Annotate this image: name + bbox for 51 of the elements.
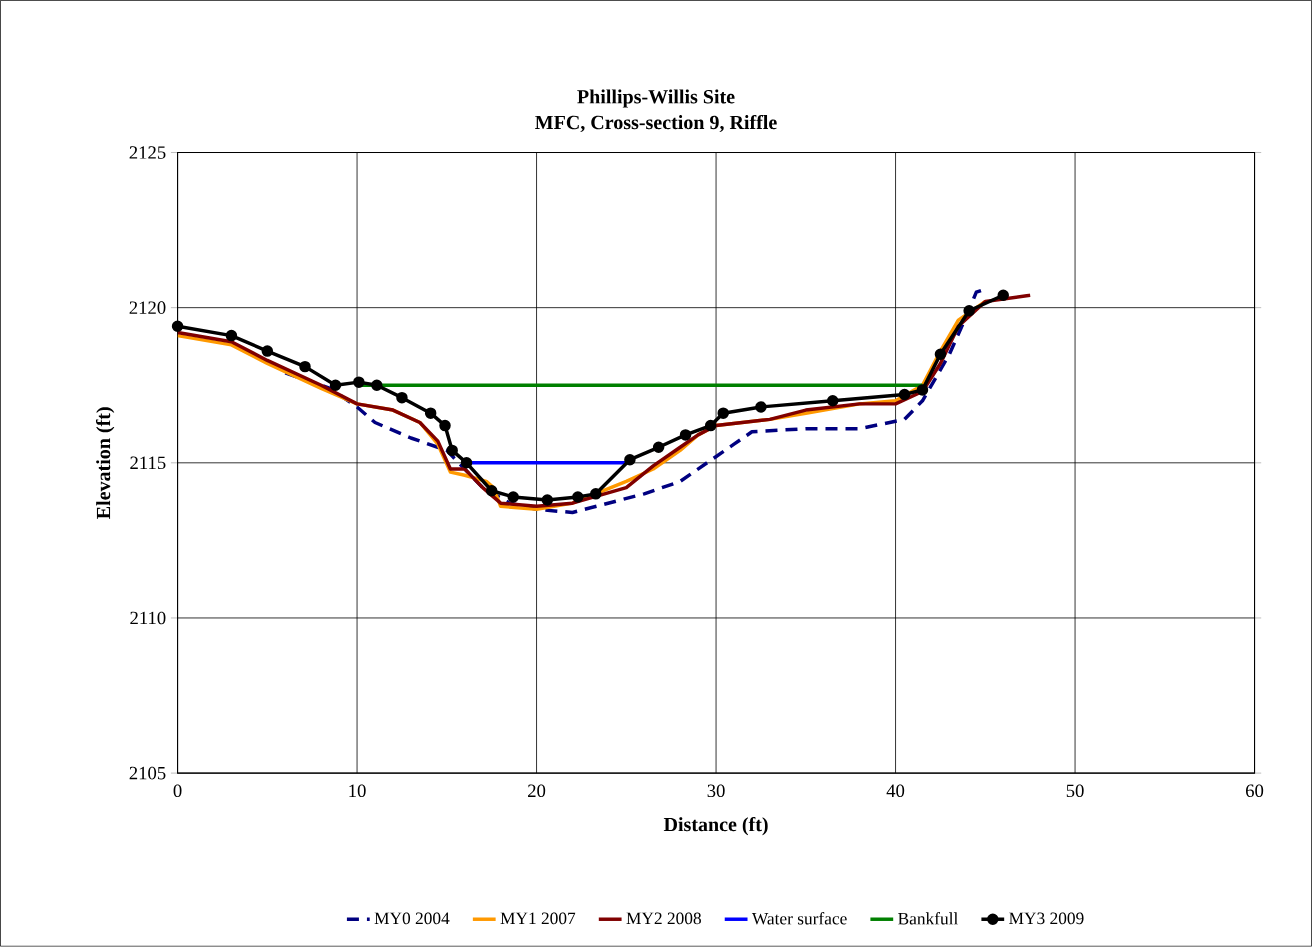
point: [171, 320, 184, 333]
chart-subtitle: MFC, Cross-section 9, Riffle: [535, 115, 777, 133]
y-tick-label: 2105: [129, 766, 166, 780]
point: [396, 392, 408, 404]
point: [826, 395, 839, 407]
x-tick-label: 20: [528, 784, 546, 798]
y-axis-title: Elevation (ft): [95, 407, 115, 520]
point: [934, 348, 947, 361]
point: [679, 429, 692, 441]
y-tick-label: 2120: [129, 301, 166, 315]
x-tick-label: 50: [1066, 784, 1084, 798]
point: [507, 491, 519, 503]
y-tick-label: 2110: [130, 611, 166, 625]
point: [439, 420, 451, 432]
point: [997, 289, 1009, 302]
y-tick-label: 2125: [129, 146, 166, 159]
point: [353, 376, 365, 389]
point: [261, 345, 274, 358]
legend-label: Water surface: [751, 912, 847, 925]
y-tick-label: 2115: [130, 456, 166, 470]
chart-title: Phillips-Willis Site: [577, 89, 735, 108]
point: [652, 441, 665, 454]
point: [329, 379, 342, 392]
legend-label: MY1 2007: [500, 912, 576, 925]
x-axis-title: Distance (ft): [663, 817, 768, 836]
legend-label: MY2 2008: [626, 912, 701, 925]
point: [717, 407, 729, 420]
x-tick-label: 40: [886, 784, 905, 798]
point: [371, 379, 383, 392]
point: [898, 388, 911, 401]
point: [299, 361, 311, 373]
legend-label: MY3 2009: [1009, 912, 1084, 925]
point: [485, 485, 498, 497]
point: [541, 494, 554, 506]
legend-label: MY0 2004: [374, 912, 450, 925]
point: [225, 330, 238, 342]
x-tick-label: 0: [173, 784, 182, 798]
point: [572, 491, 584, 503]
point: [590, 488, 602, 500]
point: [963, 305, 975, 317]
point: [460, 457, 473, 469]
x-tick-label: 30: [707, 784, 725, 798]
point: [916, 384, 929, 396]
point: [624, 454, 636, 466]
point: [424, 407, 437, 420]
point: [704, 420, 717, 432]
x-tick-label: 60: [1246, 784, 1264, 798]
point: [755, 401, 767, 413]
legend-label: Bankfull: [898, 912, 958, 925]
x-tick-label: 10: [349, 784, 366, 798]
point: [446, 444, 458, 457]
